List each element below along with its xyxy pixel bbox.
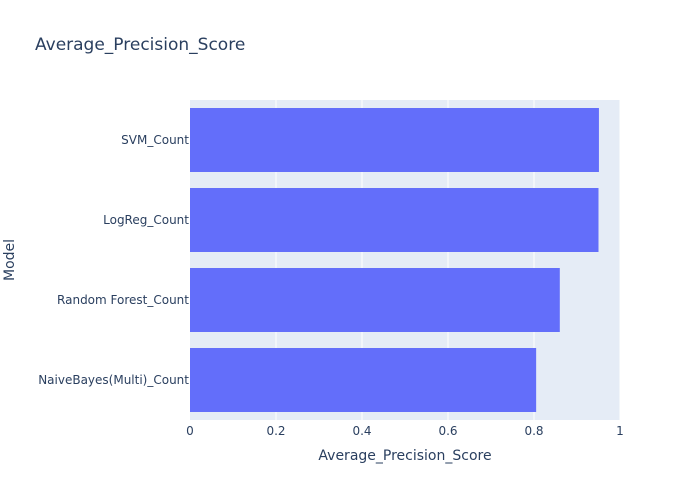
x-tick-label: 0.8 — [524, 424, 543, 438]
bar — [190, 188, 599, 252]
x-tick-label: 0.6 — [438, 424, 457, 438]
y-tick-label: SVM_Count — [121, 133, 189, 147]
bar — [190, 348, 537, 412]
chart-title: Average_Precision_Score — [35, 35, 245, 55]
x-tick-label: 1 — [616, 424, 624, 438]
y-axis-tick-labels: NaiveBayes(Multi)_Count Random Forest_Cou… — [38, 133, 189, 387]
x-tick-label: 0.4 — [352, 424, 371, 438]
y-tick-label: Random Forest_Count — [57, 293, 189, 307]
x-axis-title: Average_Precision_Score — [318, 448, 491, 464]
bar — [190, 268, 560, 332]
x-tick-label: 0.2 — [266, 424, 285, 438]
y-tick-label: NaiveBayes(Multi)_Count — [38, 373, 189, 387]
x-tick-label: 0 — [186, 424, 194, 438]
bar — [190, 108, 599, 172]
y-tick-label: LogReg_Count — [103, 213, 189, 227]
bars — [190, 108, 599, 412]
y-axis-title: Model — [2, 239, 18, 281]
x-axis-tick-labels: 0 0.2 0.4 0.6 0.8 1 — [186, 424, 624, 438]
